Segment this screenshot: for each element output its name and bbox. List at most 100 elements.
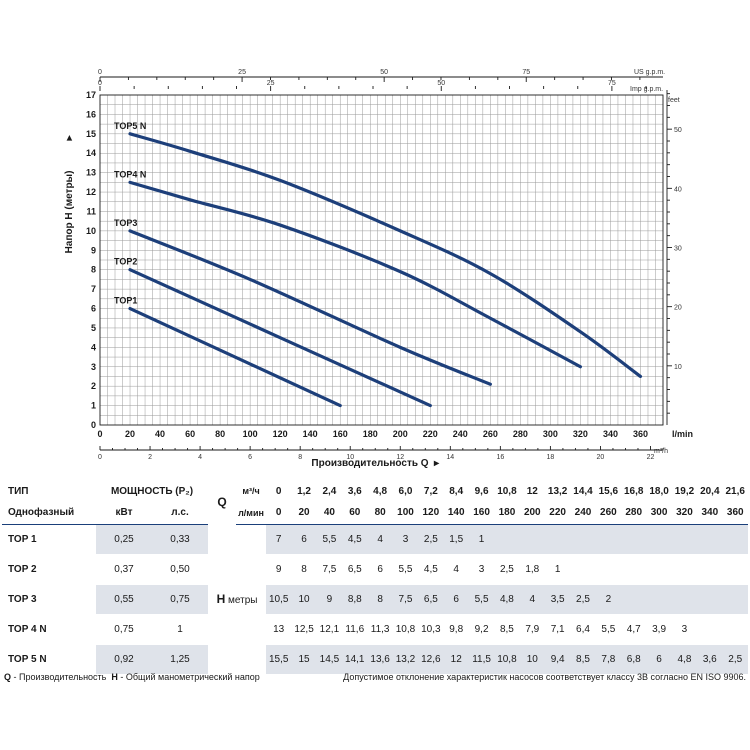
header-q-m3h: 8,4	[449, 485, 464, 497]
pump-curves: TOP1 TOP2 TOP3 TOP4 N TOP5 N	[114, 121, 643, 408]
head-value: 7,5	[392, 584, 419, 615]
head-value: 10,3	[418, 614, 444, 645]
curve-top4n	[128, 180, 583, 369]
x-tick-label-lmin: 180	[363, 429, 378, 439]
head-value	[646, 554, 672, 585]
head-value: 2,5	[570, 584, 596, 615]
header-q-m3h: 4,8	[373, 485, 388, 497]
head-value: 9,8	[443, 614, 469, 645]
head-symbol: H	[216, 592, 226, 606]
head-value: 6	[646, 644, 672, 675]
x-tick-label-us: 75	[522, 69, 530, 76]
head-value: 13,2	[392, 644, 419, 675]
head-value: 11,3	[367, 614, 393, 645]
x-tick-label-m3h: 0	[98, 454, 102, 461]
head-value: 1,8	[519, 554, 545, 585]
table-row: TOP 3 0,55 0,75 10,5 10 9 8,8 8 7,5 6,5 6 5,5 4,8 4 3,…	[2, 584, 748, 615]
x-tick-label-lmin: 120	[273, 429, 288, 439]
header-q-lmin: 80	[367, 502, 393, 525]
x-tick-label-m3h: 2	[148, 454, 152, 461]
x-tick-label-m3h: 6	[248, 454, 252, 461]
head-value: 3,6	[697, 644, 723, 675]
header-q-lmin: 0	[266, 502, 292, 525]
header-hp: л.с.	[152, 502, 209, 525]
row-hp: 0,33	[152, 524, 209, 555]
head-value: 5,5	[595, 614, 622, 645]
header-power: МОЩНОСТЬ (P₂)	[110, 485, 194, 497]
x-axis-m3h: 0 2 4 6 8 10 12 14 16 18 20 22	[98, 446, 664, 461]
y-tick-label: 4	[91, 342, 96, 352]
y-tick-label: 15	[86, 129, 96, 139]
head-value: 10	[519, 644, 545, 675]
head-value: 3	[671, 614, 698, 645]
head-value	[570, 554, 596, 585]
header-q-lmin: 300	[646, 502, 672, 525]
header-q-lmin: 40	[316, 502, 343, 525]
row-type: TOP 3	[2, 584, 97, 615]
table-header-row: Однофазный кВт л.с. л/мин 0 20 40 60 80 100 120 140…	[2, 502, 748, 525]
curve-label-top1: TOP1	[114, 296, 137, 306]
head-value	[519, 524, 545, 555]
x-tick-label-m3h: 10	[346, 454, 354, 461]
x-axis-gpm: 0 25 50 75 0 25 50 75	[98, 69, 663, 91]
head-value: 2,5	[722, 644, 748, 675]
head-value: 11,5	[468, 644, 495, 675]
head-value: 13	[266, 614, 292, 645]
head-value	[646, 584, 672, 615]
head-value: 3	[468, 554, 495, 585]
x-tick-label-m3h: 16	[496, 454, 504, 461]
head-value	[570, 524, 596, 555]
x-tick-label-us: 0	[98, 69, 102, 76]
y-tick-label: 10	[86, 226, 96, 236]
header-q-lmin: 200	[519, 502, 545, 525]
head-value	[697, 584, 723, 615]
x-tick-label-lmin: 220	[423, 429, 438, 439]
header-q-lmin: 340	[697, 502, 723, 525]
head-value: 6	[443, 584, 469, 615]
head-value: 4	[367, 524, 393, 555]
head-value	[646, 524, 672, 555]
header-q-m3h: 3,6	[347, 485, 362, 497]
head-value: 8,5	[494, 614, 520, 645]
x-tick-label-us: 25	[238, 69, 246, 76]
x-tick-label-lmin: 80	[215, 429, 225, 439]
x-unit-lmin: l/min	[672, 429, 693, 439]
x-tick-label-lmin: 240	[453, 429, 468, 439]
head-value: 15	[291, 644, 317, 675]
row-hp: 1	[152, 614, 209, 645]
head-value: 10,8	[494, 644, 520, 675]
curve-label-top3: TOP3	[114, 218, 137, 228]
head-value: 11,6	[342, 614, 368, 645]
head-value: 10,8	[392, 614, 419, 645]
curve-top2	[128, 268, 432, 408]
curve-label-top4n: TOP4 N	[114, 169, 146, 179]
head-value	[722, 614, 748, 645]
footer-legend: Q - Производительность H - Общий маномет…	[4, 672, 260, 682]
head-value: 8,8	[342, 584, 368, 615]
x-tick-label-lmin: 20	[125, 429, 135, 439]
y-tick-label: 3	[91, 362, 96, 372]
head-value	[722, 554, 748, 585]
row-type: TOP 4 N	[2, 614, 97, 645]
header-q-m3h: 0	[275, 485, 282, 497]
head-value: 12,1	[316, 614, 343, 645]
head-value: 9	[316, 584, 343, 615]
head-value: 8	[367, 584, 393, 615]
x-unit-us: US g.p.m.	[634, 69, 665, 76]
x-tick-label-imp: 0	[98, 80, 102, 87]
curve-top3	[128, 229, 492, 386]
feet-tick-label: 20	[674, 305, 682, 312]
header-q-m3h: 14,4	[573, 485, 593, 497]
header-q-m3h: 7,2	[423, 485, 438, 497]
header-q-m3h: 19,2	[674, 485, 695, 497]
x-tick-label-m3h: 4	[198, 454, 202, 461]
y-tick-label: 8	[91, 265, 96, 275]
head-value: 9,2	[468, 614, 495, 645]
header-q-m3h: 18,0	[649, 485, 669, 497]
head-value: 8	[291, 554, 317, 585]
head-value: 7,9	[519, 614, 545, 645]
header-q-lmin: 280	[621, 502, 647, 525]
head-value: 4	[443, 554, 469, 585]
